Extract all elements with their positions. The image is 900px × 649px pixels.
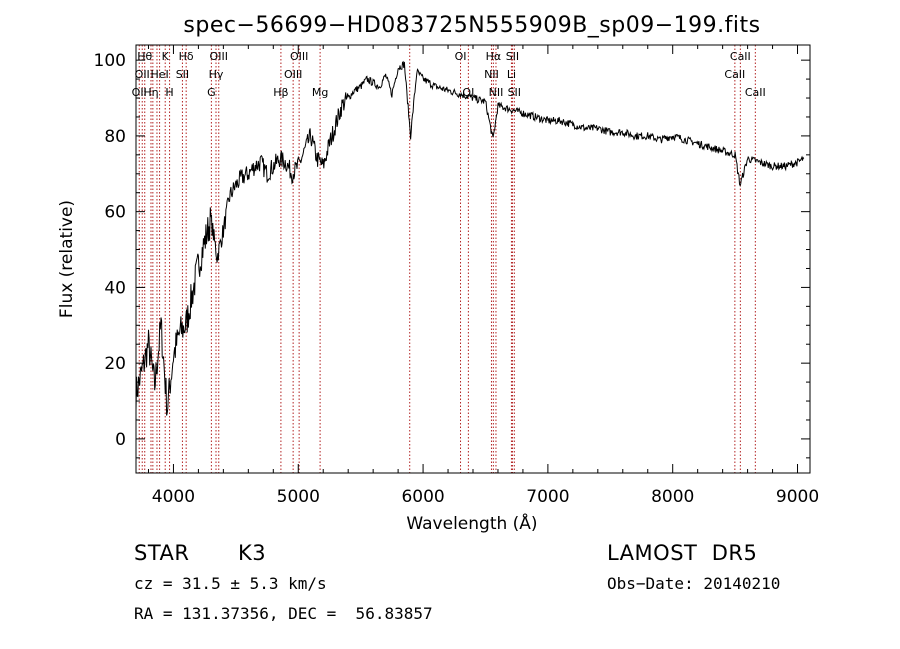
line-label: K <box>162 50 170 63</box>
line-label: OII <box>135 68 150 81</box>
emission-line-markers <box>138 45 756 473</box>
line-label: OIII <box>210 50 228 63</box>
line-label: Li <box>507 68 516 81</box>
redshift-value: cz = 31.5 ± 5.3 km/s <box>134 574 327 593</box>
line-label: HeI <box>150 68 168 81</box>
line-label: OI <box>455 50 467 63</box>
line-label: OI <box>462 86 474 99</box>
plot-frame <box>135 44 811 474</box>
x-tick-label: 5000 <box>277 487 320 507</box>
line-label: SII <box>506 50 519 63</box>
x-tick-label: 4000 <box>152 487 195 507</box>
line-label: Hγ <box>209 68 224 81</box>
line-label: NII <box>489 86 504 99</box>
x-tick-label: 9000 <box>776 487 819 507</box>
line-label: CaII <box>730 50 751 63</box>
x-tick-label: 7000 <box>526 487 569 507</box>
y-tick-label: 80 <box>104 127 126 147</box>
x-tick-label: 6000 <box>401 487 444 507</box>
observation-date: Obs−Date: 20140210 <box>607 574 781 593</box>
x-axis-label: Wavelength (Å) <box>406 512 537 534</box>
line-label: G <box>207 86 216 99</box>
line-label: CaII <box>724 68 745 81</box>
line-label: Hδ <box>179 50 194 63</box>
line-label: SII <box>508 86 521 99</box>
line-label: Hη <box>143 86 158 99</box>
spectrum-line <box>135 60 805 416</box>
survey-name: LAMOST DR5 <box>607 541 758 565</box>
line-label: OIII <box>290 50 308 63</box>
line-label: OIII <box>284 68 302 81</box>
line-label: H <box>165 86 173 99</box>
line-label: Hβ <box>273 86 288 99</box>
line-label: NII <box>484 68 499 81</box>
emission-line-labels: OIIOIIHθHηHeIKHSIIHδGHγOIIIHβOIIIOIIIMgO… <box>132 50 766 99</box>
object-subclass: K3 <box>238 541 267 565</box>
object-class: STAR <box>134 541 190 565</box>
y-axis: 0 20 40 60 80 100 <box>94 51 810 459</box>
y-tick-label: 60 <box>104 203 126 223</box>
line-label: CaII <box>745 86 766 99</box>
line-label: Mg <box>312 86 328 99</box>
line-label: Hθ <box>137 50 152 63</box>
line-label: OII <box>132 86 147 99</box>
y-tick-label: 20 <box>104 354 126 374</box>
y-axis-label: Flux (relative) <box>57 200 77 318</box>
line-label: SII <box>176 68 189 81</box>
y-tick-label: 100 <box>94 51 126 71</box>
chart-title: spec−56699−HD083725N555909B_sp09−199.fit… <box>183 13 760 38</box>
line-label: Hα <box>486 50 502 63</box>
y-tick-label: 40 <box>104 278 126 298</box>
x-axis: 4000 5000 6000 7000 8000 9000 <box>147 45 819 507</box>
coordinates: RA = 131.37356, DEC = 56.83857 <box>134 604 433 623</box>
y-tick-label: 0 <box>115 430 126 450</box>
x-tick-label: 8000 <box>651 487 694 507</box>
